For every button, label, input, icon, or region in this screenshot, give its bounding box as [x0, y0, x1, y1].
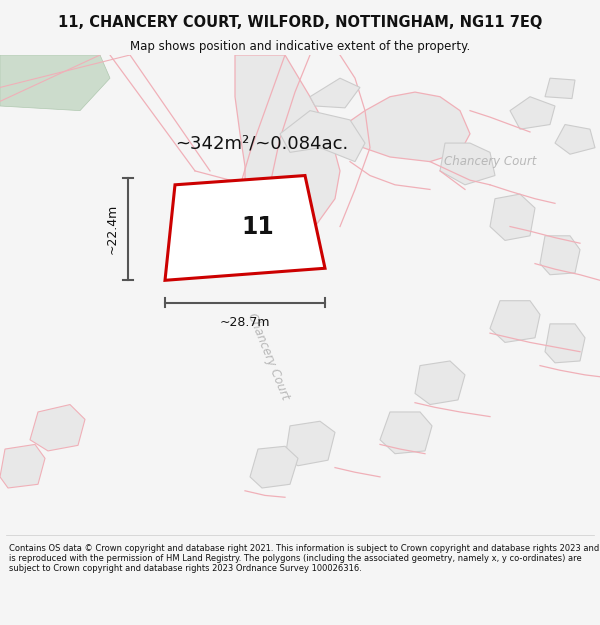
Text: Map shows position and indicative extent of the property.: Map shows position and indicative extent… — [130, 39, 470, 52]
Polygon shape — [30, 404, 85, 451]
Polygon shape — [545, 324, 585, 363]
Polygon shape — [440, 143, 495, 185]
Polygon shape — [510, 97, 555, 129]
Polygon shape — [380, 412, 432, 454]
Polygon shape — [330, 92, 470, 162]
Text: Chancery Court: Chancery Court — [245, 311, 292, 402]
Text: Chancery Court: Chancery Court — [444, 155, 536, 168]
Polygon shape — [285, 421, 335, 466]
Polygon shape — [415, 361, 465, 404]
Polygon shape — [280, 111, 365, 162]
Text: 11, CHANCERY COURT, WILFORD, NOTTINGHAM, NG11 7EQ: 11, CHANCERY COURT, WILFORD, NOTTINGHAM,… — [58, 16, 542, 31]
Text: Contains OS data © Crown copyright and database right 2021. This information is : Contains OS data © Crown copyright and d… — [9, 544, 599, 573]
Polygon shape — [540, 236, 580, 275]
Polygon shape — [0, 55, 110, 111]
Polygon shape — [310, 78, 360, 108]
Polygon shape — [0, 444, 45, 488]
Polygon shape — [555, 124, 595, 154]
Polygon shape — [235, 55, 340, 264]
Text: ~342m²/~0.084ac.: ~342m²/~0.084ac. — [175, 134, 348, 152]
Polygon shape — [545, 78, 575, 99]
Text: ~22.4m: ~22.4m — [106, 204, 119, 254]
Polygon shape — [490, 301, 540, 343]
Polygon shape — [165, 176, 325, 280]
Polygon shape — [250, 446, 298, 488]
Text: 11: 11 — [241, 215, 274, 239]
Polygon shape — [490, 194, 535, 241]
Text: ~28.7m: ~28.7m — [220, 316, 270, 329]
